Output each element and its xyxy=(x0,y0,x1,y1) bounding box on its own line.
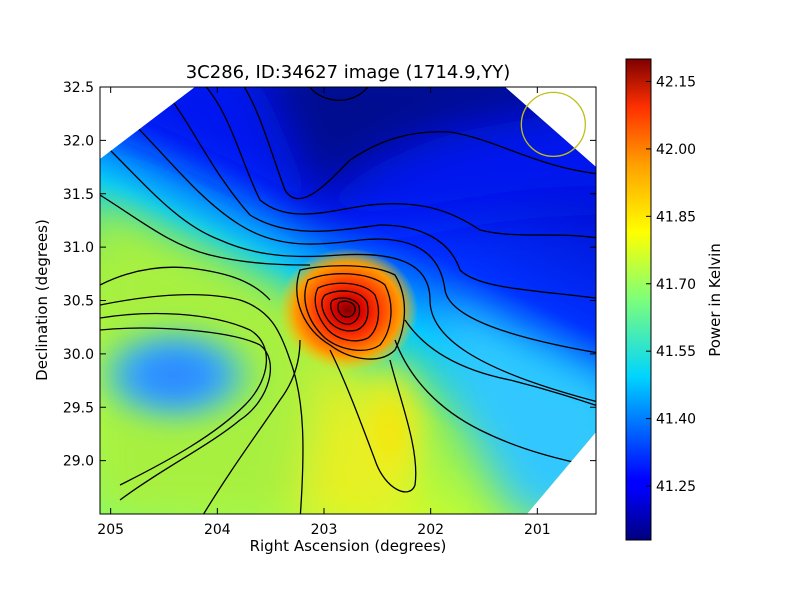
x-tick-label: 205 xyxy=(97,522,124,538)
colorbar-tick-label: 42.15 xyxy=(656,74,696,90)
x-tick-label: 202 xyxy=(417,522,444,538)
contour-line xyxy=(100,194,311,266)
colorbar-label: Power in Kelvin xyxy=(706,243,724,357)
x-axis-label: Right Ascension (degrees) xyxy=(250,537,447,555)
colorbar-tick-label: 41.70 xyxy=(656,277,696,293)
colorbar xyxy=(625,58,652,541)
contour-line xyxy=(309,87,369,101)
contour-line xyxy=(404,319,596,411)
colorbar-tick-label: 41.25 xyxy=(656,479,696,495)
contour-line xyxy=(330,297,361,325)
contour-line xyxy=(100,312,267,486)
contour-line xyxy=(159,87,596,301)
contour-line xyxy=(100,266,271,301)
x-axis: 205 204 203 202 201 xyxy=(97,87,551,538)
contour-line xyxy=(109,149,596,406)
x-tick-label: 201 xyxy=(524,522,551,538)
contour-line xyxy=(129,119,596,356)
x-tick-label: 203 xyxy=(311,522,338,538)
contour-line xyxy=(199,87,596,241)
y-tick-label: 31.0 xyxy=(63,240,94,256)
colorbar-tick-label: 41.85 xyxy=(656,209,696,225)
colorbar-axis: 41.25 41.40 41.55 41.70 41.85 42.00 42.15 xyxy=(646,74,696,495)
contour-line xyxy=(304,273,392,351)
chart-title: 3C286, ID:34627 image (1714.9,YY) xyxy=(186,62,511,83)
contour-line xyxy=(329,349,417,493)
contour-line xyxy=(239,87,596,200)
colorbar-tick-label: 41.40 xyxy=(656,412,696,428)
colorbar-tick-label: 42.00 xyxy=(656,142,696,158)
y-tick-label: 30.5 xyxy=(63,294,94,310)
contour-line xyxy=(100,327,272,501)
colorbar-tick-label: 41.55 xyxy=(656,344,696,360)
contour-line xyxy=(199,339,301,514)
y-tick-label: 31.5 xyxy=(63,187,94,203)
y-tick-label: 29.0 xyxy=(63,454,94,470)
contour-line xyxy=(321,290,369,332)
y-tick-label: 32.0 xyxy=(63,133,94,149)
contour-line xyxy=(337,300,356,318)
beam-circle xyxy=(520,91,586,158)
contour-line xyxy=(296,265,406,360)
contour-line xyxy=(394,339,596,471)
y-tick-label: 32.5 xyxy=(63,80,94,96)
heatmap-field xyxy=(100,87,596,514)
x-tick-label: 204 xyxy=(204,522,231,538)
y-tick-label: 30.0 xyxy=(63,347,94,363)
contour-lines xyxy=(100,87,596,514)
y-axis-label: Declination (degrees) xyxy=(33,219,51,381)
y-axis: 29.0 29.5 30.0 30.5 31.0 31.5 32.0 32.5 xyxy=(63,80,596,470)
y-tick-label: 29.5 xyxy=(63,400,94,416)
contour-line xyxy=(314,282,380,342)
contour-line xyxy=(100,293,304,514)
